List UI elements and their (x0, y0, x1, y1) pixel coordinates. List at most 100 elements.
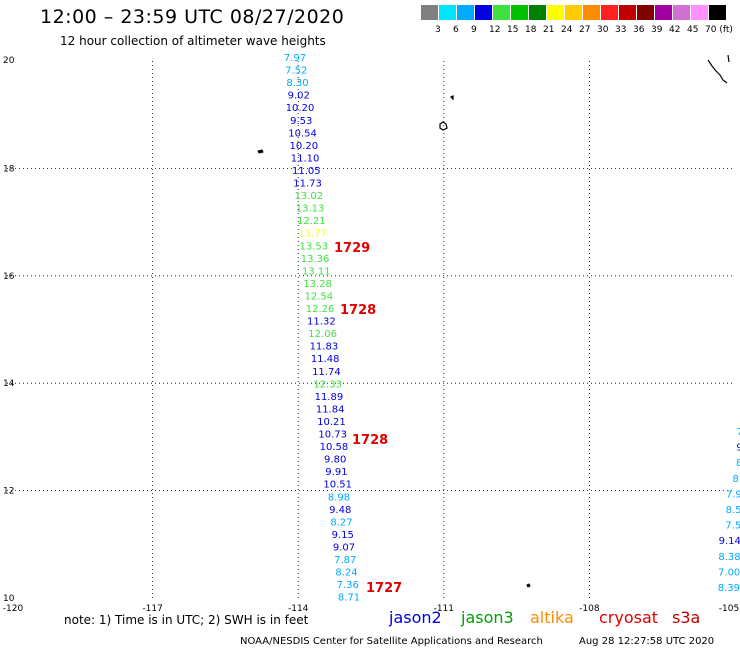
map-subtitle: 12 hour collection of altimeter wave hei… (60, 34, 326, 48)
coastline-mainland-edge (727, 54, 730, 63)
swh-reading: 10.20 (289, 141, 318, 152)
colorbar-label: 39 (651, 25, 663, 35)
legend-satellite-jason3: jason3 (461, 608, 514, 627)
colorbar-swatch (475, 5, 492, 20)
colorbar-swatch (547, 5, 564, 20)
swh-reading: 11.83 (310, 342, 339, 353)
swh-reading: 13.28 (303, 279, 332, 290)
y-tick-label: 20 (3, 56, 15, 66)
swh-reading: 10.58 (320, 442, 349, 453)
swh-reading: 9.80 (324, 455, 346, 466)
swh-reading: 11.84 (316, 404, 345, 415)
colorbar-label: 42 (669, 25, 681, 35)
swh-reading: 8.38 (718, 552, 740, 563)
swh-reading: 7 (737, 427, 740, 438)
swh-reading: 9.07 (333, 542, 355, 553)
swh-reading: 8.71 (338, 593, 360, 604)
swh-reading: 9 (736, 443, 740, 454)
swh-reading: 7.87 (334, 555, 356, 566)
island-socorro (439, 121, 448, 131)
colorbar-label: 70 (ft) (705, 25, 733, 35)
coastline-mainland (707, 59, 728, 84)
swh-reading: 11.48 (311, 354, 340, 365)
swh-reading: 13.77 (298, 229, 327, 240)
swh-reading: 11.10 (291, 153, 320, 164)
coastline (257, 54, 730, 588)
swh-reading: 8.27 (330, 517, 352, 528)
swh-reading: 8.39 (718, 583, 740, 594)
swh-reading: 8. (733, 474, 740, 485)
map-grid (7, 61, 735, 598)
island-small (526, 583, 531, 588)
swh-reading: 9.02 (288, 91, 310, 102)
pass-number-labels: 1729 1728 1728 1727 (334, 241, 402, 596)
x-tick-label: -117 (142, 604, 162, 614)
colorbar-swatch (529, 5, 546, 20)
swh-reading: 10.54 (288, 128, 317, 139)
x-tick-label: -105 (719, 604, 739, 614)
swh-reading: 13.13 (296, 204, 325, 215)
pass-label: 1727 (366, 581, 402, 596)
swh-reading: 10.20 (286, 103, 315, 114)
pass-label: 1728 (352, 433, 388, 448)
swh-reading: 12.21 (297, 216, 326, 227)
swh-reading: 9.48 (329, 505, 351, 516)
swh-reading: 13.02 (294, 191, 323, 202)
generated-timestamp: Aug 28 12:27:58 UTC 2020 (579, 636, 715, 647)
colorbar-label: 21 (543, 25, 555, 35)
y-tick-label: 14 (3, 379, 15, 389)
colorbar-swatch (673, 5, 690, 20)
colorbar-swatch (637, 5, 654, 20)
swh-reading: 9.91 (325, 467, 347, 478)
colorbar-label: 45 (687, 25, 699, 35)
swh-reading: 11.32 (307, 317, 336, 328)
colorbar-swatch (511, 5, 528, 20)
swh-reading: 8.98 (328, 492, 350, 503)
swh-reading: 7.00 (718, 567, 740, 578)
swh-reading: 10.21 (317, 417, 346, 428)
y-tick-label: 10 (3, 594, 15, 604)
colorbar-label: 30 (597, 25, 609, 35)
swh-reading: 10.51 (323, 480, 352, 491)
y-tick-label: 16 (3, 272, 15, 282)
island-san-benedicto (449, 95, 454, 101)
swh-reading: 7.97 (284, 53, 306, 64)
colorbar-swatch (709, 5, 726, 20)
colorbar-swatch (583, 5, 600, 20)
colorbar-label: 3 (435, 25, 441, 35)
x-tick-label: -108 (579, 604, 600, 614)
swh-reading: 8.5 (726, 505, 740, 516)
legend-satellite-s3a: s3a (672, 608, 701, 627)
colorbar-label: 24 (561, 25, 573, 35)
colorbar-label: 6 (453, 25, 459, 35)
axis-tick-labels: -120 -117 -114 -111 -108 -105 20 18 16 14 12 10 (3, 56, 739, 614)
colorbar-label: 15 (507, 25, 519, 35)
colorbar-label: 27 (579, 25, 591, 35)
swh-reading: 13.53 (300, 241, 329, 252)
footnote: note: 1) Time is in UTC; 2) SWH is in fe… (64, 613, 309, 627)
swh-reading: 12.54 (305, 291, 334, 302)
colorbar-swatch (493, 5, 510, 20)
swh-reading: 12.26 (306, 304, 335, 315)
swh-reading: 8 (736, 458, 740, 469)
colorbar-swatch (565, 5, 582, 20)
swh-reading: 9.14 (719, 536, 740, 547)
colorbar-label: 12 (489, 25, 501, 35)
pass-label: 1729 (334, 241, 370, 256)
swh-reading: 10.73 (318, 430, 347, 441)
x-tick-label: -120 (3, 604, 24, 614)
colorbar-swatch (439, 5, 456, 20)
legend-satellite-cryosat: cryosat (599, 608, 659, 627)
y-tick-label: 12 (3, 487, 14, 497)
swh-reading: 7.52 (285, 66, 307, 77)
swh-reading: 8.24 (335, 568, 357, 579)
swh-reading: 8.30 (286, 78, 308, 89)
x-tick-label: -111 (434, 604, 454, 614)
swh-reading: 12.33 (313, 379, 342, 390)
swh-reading: 13.11 (302, 266, 331, 277)
swh-reading: 9.53 (290, 116, 312, 127)
island-clarion (257, 149, 264, 154)
swh-reading: 11.89 (315, 392, 344, 403)
colorbar-swatch (601, 5, 618, 20)
colorbar-label: 36 (633, 25, 645, 35)
